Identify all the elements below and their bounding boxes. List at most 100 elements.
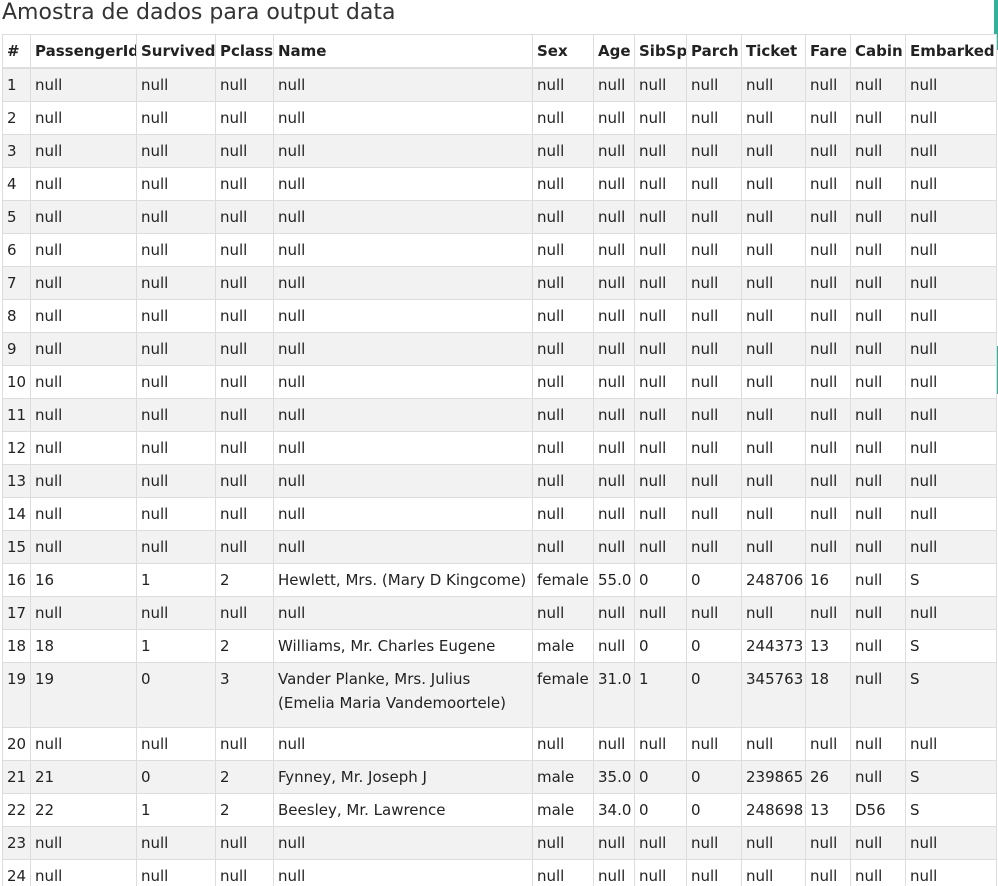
cell-name: null xyxy=(273,859,533,886)
cell-sibsp: 0 xyxy=(634,629,687,663)
cell-index: 14 xyxy=(2,497,31,531)
cell-sex: null xyxy=(532,266,594,300)
cell-fare: null xyxy=(805,826,851,860)
cell-fare: null xyxy=(805,299,851,333)
cell-survived: null xyxy=(136,67,216,102)
column-header-ticket[interactable]: Ticket xyxy=(741,34,806,69)
cell-age: null xyxy=(593,167,635,201)
column-header-sex[interactable]: Sex xyxy=(532,34,594,69)
cell-pclass: null xyxy=(215,200,274,234)
cell-ticket: null xyxy=(741,134,806,168)
cell-name: null xyxy=(273,67,533,102)
cell-pclass: 2 xyxy=(215,760,274,794)
cell-ticket: 239865 xyxy=(741,760,806,794)
cell-fare: null xyxy=(805,431,851,465)
cell-sex: null xyxy=(532,464,594,498)
column-header-embarked[interactable]: Embarked xyxy=(905,34,997,69)
cell-index: 12 xyxy=(2,431,31,465)
cell-parch: null xyxy=(686,464,742,498)
table-row: 10 null null null null null null null null null nu… xyxy=(2,365,997,399)
cell-age: 55.0 xyxy=(593,563,635,597)
cell-ticket: null xyxy=(741,596,806,630)
cell-survived: null xyxy=(136,859,216,886)
cell-cabin: null xyxy=(850,299,906,333)
column-header-age[interactable]: Age xyxy=(593,34,635,69)
cell-fare: null xyxy=(805,497,851,531)
cell-pclass: null xyxy=(215,530,274,564)
cell-sex: null xyxy=(532,727,594,761)
column-header-parch[interactable]: Parch xyxy=(686,34,742,69)
cell-embarked: null xyxy=(905,431,997,465)
cell-sibsp: null xyxy=(634,859,687,886)
column-header-name[interactable]: Name xyxy=(273,34,533,69)
cell-name: Beesley, Mr. Lawrence xyxy=(273,793,533,827)
cell-sex: null xyxy=(532,233,594,267)
table-row: 22 22 1 2 Beesley, Mr. Lawrence male 34.0 0 0 248… xyxy=(2,793,997,827)
cell-index: 22 xyxy=(2,793,31,827)
cell-embarked: null xyxy=(905,859,997,886)
column-header-fare[interactable]: Fare xyxy=(805,34,851,69)
cell-name: null xyxy=(273,365,533,399)
cell-ticket: null xyxy=(741,167,806,201)
cell-embarked: S xyxy=(905,629,997,663)
cell-pclass: null xyxy=(215,233,274,267)
cell-passengerid: null xyxy=(30,596,137,630)
cell-embarked: S xyxy=(905,793,997,827)
table-row: 14 null null null null null null null null null nu… xyxy=(2,497,997,531)
column-header-survived[interactable]: Survived xyxy=(136,34,216,69)
cell-sex: null xyxy=(532,826,594,860)
cell-name: null xyxy=(273,101,533,135)
cell-fare: 16 xyxy=(805,563,851,597)
cell-cabin: null xyxy=(850,859,906,886)
table-row: 15 null null null null null null null null null nu… xyxy=(2,530,997,564)
column-header-pclass[interactable]: Pclass xyxy=(215,34,274,69)
cell-sex: null xyxy=(532,365,594,399)
cell-name: Williams, Mr. Charles Eugene xyxy=(273,629,533,663)
cell-age: null xyxy=(593,727,635,761)
data-table-container[interactable]: # PassengerId Survived Pclass Name Sex Age SibS… xyxy=(2,34,998,886)
cell-cabin: null xyxy=(850,167,906,201)
table-body: 1 null null null null null null null null null nul… xyxy=(2,67,997,886)
cell-sibsp: 0 xyxy=(634,793,687,827)
cell-sex: null xyxy=(532,167,594,201)
cell-fare: null xyxy=(805,67,851,102)
cell-survived: null xyxy=(136,101,216,135)
cell-fare: null xyxy=(805,464,851,498)
cell-sex: null xyxy=(532,67,594,102)
cell-index: 23 xyxy=(2,826,31,860)
column-header-sibsp[interactable]: SibSp xyxy=(634,34,687,69)
cell-sibsp: null xyxy=(634,530,687,564)
table-row: 11 null null null null null null null null null nu… xyxy=(2,398,997,432)
column-header-index[interactable]: # xyxy=(2,34,31,69)
table-row: 13 null null null null null null null null null nu… xyxy=(2,464,997,498)
cell-ticket: null xyxy=(741,332,806,366)
cell-sibsp: null xyxy=(634,266,687,300)
cell-cabin: null xyxy=(850,67,906,102)
cell-embarked: null xyxy=(905,332,997,366)
cell-name: null xyxy=(273,134,533,168)
table-row: 19 19 0 3 Vander Planke, Mrs. Julius (Emelia… xyxy=(2,662,997,728)
cell-fare: 26 xyxy=(805,760,851,794)
cell-cabin: null xyxy=(850,134,906,168)
cell-age: null xyxy=(593,859,635,886)
table-row: 23 null null null null null null null null null nu… xyxy=(2,826,997,860)
cell-sibsp: null xyxy=(634,727,687,761)
cell-ticket: null xyxy=(741,67,806,102)
cell-age: null xyxy=(593,530,635,564)
column-header-cabin[interactable]: Cabin xyxy=(850,34,906,69)
cell-age: null xyxy=(593,266,635,300)
column-header-passengerid[interactable]: PassengerId xyxy=(30,34,137,69)
scrollbar-thumb[interactable] xyxy=(994,0,998,50)
cell-ticket: null xyxy=(741,859,806,886)
cell-parch: null xyxy=(686,266,742,300)
cell-passengerid: null xyxy=(30,67,137,102)
cell-sibsp: null xyxy=(634,596,687,630)
table-header-row: # PassengerId Survived Pclass Name Sex Age SibS… xyxy=(2,34,997,69)
cell-passengerid: null xyxy=(30,167,137,201)
cell-passengerid: null xyxy=(30,530,137,564)
cell-age: null xyxy=(593,365,635,399)
cell-name: null xyxy=(273,497,533,531)
cell-pclass: null xyxy=(215,332,274,366)
cell-name: null xyxy=(273,431,533,465)
